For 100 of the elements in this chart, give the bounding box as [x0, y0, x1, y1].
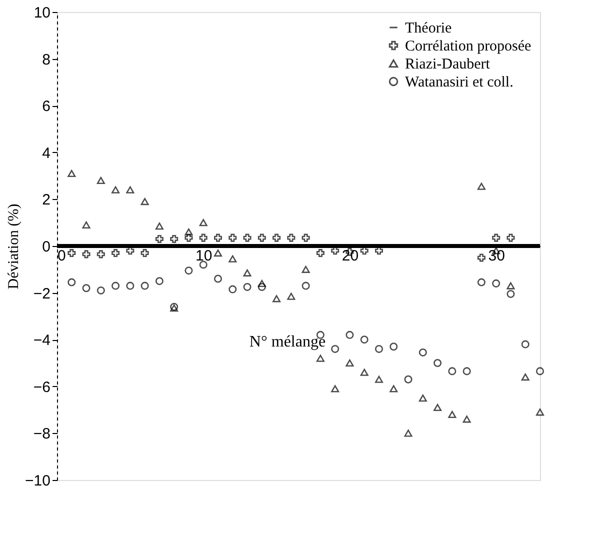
y-tick-label: −10 — [25, 472, 50, 490]
point — [360, 336, 368, 344]
point — [448, 410, 456, 418]
point — [404, 375, 412, 384]
point — [374, 344, 384, 353]
point — [82, 284, 90, 292]
point — [243, 234, 252, 242]
point — [521, 340, 530, 348]
point — [434, 404, 442, 412]
point — [316, 354, 324, 362]
point — [68, 170, 76, 178]
point — [243, 282, 252, 291]
point — [434, 359, 442, 367]
point — [199, 260, 208, 269]
point — [68, 278, 76, 286]
y-tick-label: 2 — [42, 192, 50, 209]
point — [390, 342, 398, 351]
point — [404, 430, 412, 437]
point — [228, 255, 237, 262]
y-tick-label: −4 — [33, 332, 50, 350]
point — [272, 234, 281, 242]
point — [155, 222, 164, 230]
point — [346, 330, 354, 339]
point — [140, 249, 149, 258]
point — [302, 282, 310, 290]
point — [184, 234, 193, 242]
point — [96, 176, 105, 184]
point — [140, 282, 149, 290]
point — [506, 290, 515, 298]
point — [272, 295, 281, 302]
point — [390, 385, 398, 392]
y-tick-label: 8 — [42, 51, 50, 68]
point — [140, 198, 149, 206]
point — [112, 249, 120, 258]
legend-label: Théorie — [405, 20, 452, 36]
point — [331, 344, 340, 353]
point — [492, 234, 500, 242]
y-axis-title: Déviation (%) — [6, 204, 22, 290]
y-tick-label: 4 — [42, 144, 50, 162]
point — [536, 367, 544, 376]
point — [68, 249, 76, 258]
point — [506, 234, 515, 242]
y-tick-label: 6 — [42, 98, 50, 116]
point — [199, 234, 208, 242]
point — [346, 359, 354, 367]
point — [331, 385, 340, 392]
y-tick-label: −6 — [33, 378, 50, 396]
point — [287, 234, 296, 242]
point — [302, 266, 310, 273]
point — [462, 367, 471, 376]
point — [126, 186, 134, 194]
point — [228, 285, 237, 294]
point — [287, 292, 296, 300]
x-tick-label: 0 — [58, 248, 66, 264]
point — [126, 282, 134, 290]
x-tick-label: 20 — [342, 248, 359, 264]
point — [155, 234, 164, 243]
point — [96, 286, 105, 294]
point — [258, 282, 266, 291]
point — [112, 282, 120, 290]
point — [521, 373, 530, 381]
point — [360, 368, 368, 376]
point — [82, 250, 90, 258]
y-tick-label: −2 — [33, 285, 50, 302]
point — [184, 266, 193, 275]
point — [199, 219, 208, 226]
point — [374, 376, 384, 383]
point — [418, 348, 427, 356]
point — [258, 234, 266, 242]
point — [477, 278, 486, 286]
point — [302, 234, 310, 242]
point — [418, 394, 427, 402]
point — [448, 367, 456, 376]
point — [492, 279, 500, 288]
point — [477, 182, 486, 190]
point — [214, 249, 222, 257]
point — [258, 280, 266, 287]
point — [184, 228, 193, 236]
point — [170, 234, 178, 243]
point — [112, 186, 120, 194]
x-axis-title: N° mélange — [249, 334, 326, 350]
legend-label: Corrélation proposée — [405, 38, 532, 54]
legend-label: Riazi-Daubert — [405, 56, 491, 72]
point — [506, 282, 515, 290]
point — [536, 408, 544, 416]
point — [477, 254, 486, 262]
point — [462, 416, 471, 423]
point — [228, 234, 237, 242]
point — [155, 277, 164, 286]
y-tick-label: −8 — [33, 426, 50, 443]
point — [96, 250, 105, 258]
point — [82, 221, 90, 228]
y-tick-label: 10 — [34, 4, 50, 22]
point — [316, 249, 324, 258]
point — [214, 274, 222, 283]
legend-label: Watanasiri et coll. — [405, 74, 514, 90]
point — [214, 234, 222, 242]
x-tick-label: 10 — [196, 248, 212, 264]
point — [243, 269, 252, 276]
x-tick-label: 30 — [488, 248, 505, 264]
